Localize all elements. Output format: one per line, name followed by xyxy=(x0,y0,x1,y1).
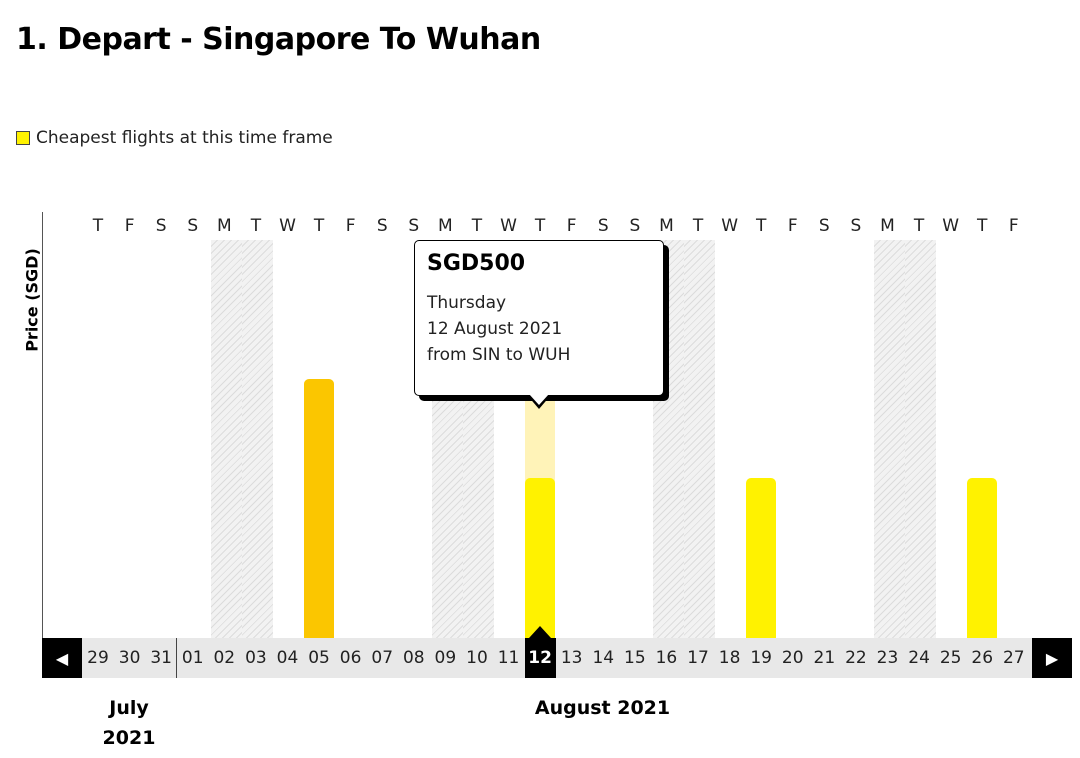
price-bar-12[interactable] xyxy=(525,478,556,638)
weekday-label: W xyxy=(721,216,738,236)
price-bar-26[interactable] xyxy=(967,478,998,638)
date-cell-17[interactable]: 17 xyxy=(687,648,709,668)
weekday-label: T xyxy=(471,216,483,236)
weekday-label: T xyxy=(534,216,546,236)
legend-swatch xyxy=(16,131,30,145)
date-cell-23[interactable]: 23 xyxy=(876,648,899,668)
tooltip-route: from SIN to WUH xyxy=(427,345,571,365)
date-cell-15[interactable]: 15 xyxy=(624,648,646,668)
arrow-right-icon: ▶ xyxy=(1045,648,1059,668)
weekday-label: M xyxy=(659,216,674,236)
y-axis-line xyxy=(42,212,43,678)
weekday-label: M xyxy=(880,216,895,236)
tooltip-price: SGD500 xyxy=(427,251,526,276)
date-cell-29[interactable]: 29 xyxy=(87,648,109,668)
tooltip-pointer-inner xyxy=(529,394,549,405)
date-cell-31[interactable]: 31 xyxy=(150,648,172,668)
weekend-column xyxy=(210,240,242,638)
weekday-label: S xyxy=(629,216,641,236)
weekday-label: T xyxy=(313,216,325,236)
month-separator xyxy=(176,638,177,678)
weekday-label: F xyxy=(1008,216,1019,236)
date-cell-03[interactable]: 03 xyxy=(245,648,267,668)
weekday-label: F xyxy=(345,216,356,236)
tooltip-day: Thursday xyxy=(427,293,507,313)
arrow-left-icon: ◀ xyxy=(55,648,69,668)
date-cell-30[interactable]: 30 xyxy=(118,648,141,668)
weekday-label: T xyxy=(250,216,262,236)
date-cell-27[interactable]: 27 xyxy=(1002,648,1025,668)
date-cell-25[interactable]: 25 xyxy=(939,648,962,668)
date-cell-18[interactable]: 18 xyxy=(718,648,741,668)
weekday-label: S xyxy=(597,216,609,236)
weekend-column xyxy=(873,240,905,638)
date-cell-06[interactable]: 06 xyxy=(339,648,362,668)
weekday-label: T xyxy=(913,216,925,236)
selected-date-notch xyxy=(529,626,552,638)
date-cell-14[interactable]: 14 xyxy=(592,648,615,668)
weekend-column xyxy=(684,240,716,638)
weekday-label: T xyxy=(692,216,704,236)
legend: Cheapest flights at this time frame xyxy=(16,128,333,148)
month-label-august: August 2021 xyxy=(534,697,671,719)
weekday-label: F xyxy=(124,216,135,236)
date-cell-19[interactable]: 19 xyxy=(750,648,772,668)
month-label-july: July 2021 xyxy=(102,697,156,749)
weekday-label: F xyxy=(566,216,577,236)
date-strip xyxy=(42,638,1072,678)
date-cell-04[interactable]: 04 xyxy=(276,648,299,668)
date-cell-02[interactable]: 02 xyxy=(213,648,236,668)
date-cell-05[interactable]: 05 xyxy=(308,648,330,668)
weekend-column xyxy=(242,240,274,638)
date-cell-12[interactable]: 12 xyxy=(524,638,556,678)
date-cell-22[interactable]: 22 xyxy=(845,648,867,668)
date-cell-01[interactable]: 01 xyxy=(181,648,204,668)
weekday-label: F xyxy=(787,216,798,236)
price-tooltip: SGD500 Thursday 12 August 2021 from SIN … xyxy=(414,240,664,396)
next-dates-button[interactable]: ▶ xyxy=(1032,638,1072,678)
weekday-label: T xyxy=(92,216,104,236)
weekday-label: M xyxy=(216,216,232,236)
tooltip-date: 12 August 2021 xyxy=(427,319,563,339)
legend-label: Cheapest flights at this time frame xyxy=(36,128,333,148)
weekday-label: W xyxy=(500,216,517,236)
date-cell-21[interactable]: 21 xyxy=(813,648,836,668)
date-cell-09[interactable]: 09 xyxy=(434,648,457,668)
date-cell-08[interactable]: 08 xyxy=(402,648,425,668)
weekday-label: W xyxy=(942,216,960,236)
weekday-label: S xyxy=(155,216,167,236)
weekday-label: M xyxy=(438,216,453,236)
date-cell-10[interactable]: 10 xyxy=(466,648,488,668)
date-cell-24[interactable]: 24 xyxy=(908,648,930,668)
weekday-label: W xyxy=(279,216,296,236)
price-bar-19[interactable] xyxy=(746,478,777,638)
weekday-label: S xyxy=(850,216,862,236)
page-title: 1. Depart - Singapore To Wuhan xyxy=(16,22,541,57)
weekday-label: S xyxy=(818,216,830,236)
y-axis-label: Price (SGD) xyxy=(22,248,42,352)
weekday-label: S xyxy=(408,216,420,236)
weekday-label: S xyxy=(376,216,388,236)
weekend-column xyxy=(905,240,937,638)
date-cell-11[interactable]: 11 xyxy=(497,648,520,668)
date-cell-13[interactable]: 13 xyxy=(560,648,583,668)
weekday-label: T xyxy=(977,216,988,236)
weekday-label: T xyxy=(755,216,767,236)
date-cell-26[interactable]: 26 xyxy=(971,648,994,668)
prev-dates-button[interactable]: ◀ xyxy=(42,638,82,678)
weekday-label: S xyxy=(187,216,199,236)
date-cell-16[interactable]: 16 xyxy=(655,648,678,668)
date-cell-20[interactable]: 20 xyxy=(781,648,804,668)
price-bar-05[interactable] xyxy=(304,379,335,638)
date-cell-07[interactable]: 07 xyxy=(371,648,394,668)
